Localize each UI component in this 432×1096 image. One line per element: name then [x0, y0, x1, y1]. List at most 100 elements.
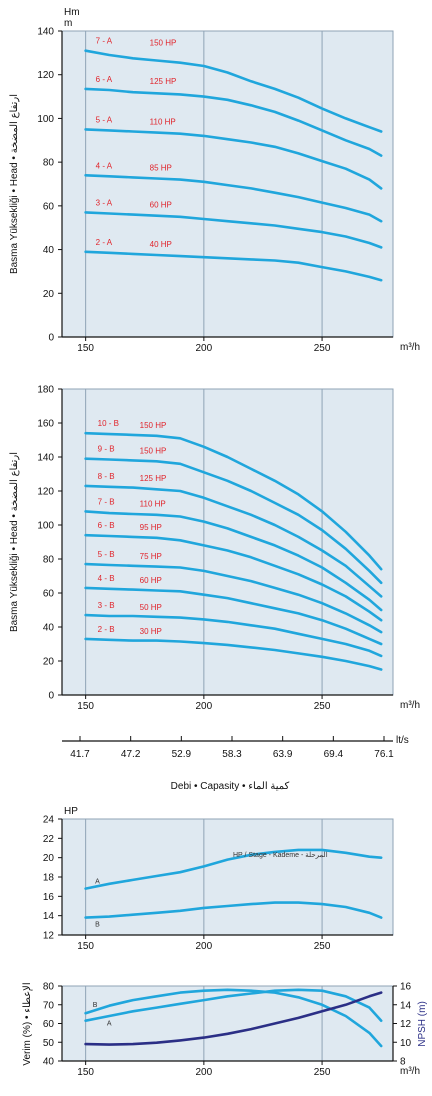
y2-axis-title: NPSH (m): [417, 1001, 428, 1047]
series-line: [84, 613, 383, 658]
y-tick-label: 20: [43, 657, 55, 668]
flow-tick-label: 52.9: [172, 749, 192, 760]
x-tick-label: 250: [314, 1067, 331, 1078]
y-axis-unit: Hm: [64, 7, 80, 18]
series-line: [84, 250, 383, 282]
y-tick-label: 24: [43, 815, 55, 826]
x-tick-label: 200: [196, 1067, 213, 1078]
head-chart-b: 0 20 40 60 80 100 120 140 160 180 150 200 250 m³/h 10 …: [9, 385, 420, 713]
y-tick-label: 100: [37, 521, 54, 532]
head-chart-a: 0 20 40 60 80 100 120 140 150 200 250 m³/h 7 - A 150 …: [9, 7, 420, 354]
y-tick-label: 140: [37, 27, 54, 38]
y-tick-label: 22: [43, 834, 55, 845]
series-line: [84, 510, 383, 612]
series-label: A: [107, 1021, 112, 1028]
y-tick-label: 60: [43, 589, 55, 600]
flow-lts-axis: 41.7 47.2 52.9 58.3 63.9 69.4 76.1lt/s: [62, 735, 409, 760]
x-tick-label: 200: [196, 701, 213, 712]
series-line: [84, 988, 383, 1048]
series-label: 4 - A: [96, 161, 113, 170]
series-label: 6 - A: [96, 75, 113, 84]
x-tick-label: 150: [77, 1067, 94, 1078]
series-hp-label: 50 HP: [140, 603, 162, 612]
y-tick-label: 120: [37, 487, 54, 498]
y-tick-label: 160: [37, 419, 54, 430]
series-hp-label: 60 HP: [140, 576, 162, 585]
x-axis-unit: m³/h: [400, 342, 420, 353]
series-line: [84, 211, 383, 249]
series-hp-label: 125 HP: [140, 474, 167, 483]
series-line: [84, 901, 383, 919]
series-label: A: [95, 879, 100, 886]
series-line: [84, 87, 383, 157]
series-label: 6 - B: [98, 521, 115, 530]
y-tick-label: 50: [43, 1038, 55, 1049]
y-tick-label: 80: [43, 555, 55, 566]
series-label: 9 - B: [98, 445, 115, 454]
y2-tick-label: 10: [400, 1038, 412, 1049]
y2-tick-label: 14: [400, 1000, 412, 1011]
series-line: [84, 848, 383, 890]
flow-tick-label: 69.4: [324, 749, 344, 760]
series-label: B: [93, 1002, 98, 1009]
flow-axis-unit: lt/s: [396, 735, 409, 746]
series-label: 4 - B: [98, 574, 115, 583]
series-line: [84, 457, 383, 585]
y-tick-label: 40: [43, 1057, 55, 1068]
y-tick-label: 140: [37, 453, 54, 464]
series-line: [84, 49, 383, 133]
series-label: 7 - B: [98, 497, 115, 506]
x-axis-unit: m³/h: [400, 1066, 420, 1077]
x-tick-label: 200: [196, 941, 213, 952]
plot-area: [61, 985, 394, 1062]
series-label: 3 - A: [96, 198, 113, 207]
y-tick-label: 60: [43, 1019, 55, 1030]
y-tick-label: 180: [37, 385, 54, 396]
series-label: 2 - A: [96, 238, 113, 247]
series-hp-label: 125 HP: [150, 77, 177, 86]
x-tick-label: 150: [77, 343, 94, 354]
y-tick-label: 18: [43, 873, 55, 884]
series-line: [84, 128, 383, 190]
x-tick-label: 250: [314, 941, 331, 952]
y2-tick-label: 12: [400, 1019, 412, 1030]
y-tick-label: 16: [43, 892, 55, 903]
series-line: [84, 988, 383, 1023]
flow-axis-title: Debi • Capasity • كمية الماء: [171, 781, 290, 792]
y-tick-label: 80: [43, 982, 55, 993]
y-tick-label: 40: [43, 245, 55, 256]
y2-tick-label: 8: [400, 1057, 406, 1068]
series-label: 5 - A: [96, 115, 113, 124]
y-tick-label: 0: [48, 333, 54, 344]
efficiency-npsh-chart: 40 50 60 70 80 150 200 250 m³/h Verim (%) • الإعط…: [22, 982, 428, 1079]
x-axis-unit: m³/h: [400, 700, 420, 711]
series-hp-label: 85 HP: [150, 163, 172, 172]
series-hp-label: 110 HP: [150, 117, 176, 126]
series-hp-label: 110 HP: [140, 499, 166, 508]
y-tick-label: 20: [43, 853, 55, 864]
series-label: 5 - B: [98, 550, 115, 559]
series-hp-label: 75 HP: [140, 552, 162, 561]
series-line: [84, 174, 383, 223]
series-line: [84, 562, 383, 634]
series-hp-label: 150 HP: [140, 447, 167, 456]
y-axis-title: Basma Yüksekliği • Head • ارتفاع المضخة: [9, 452, 20, 632]
series-label: 2 - B: [98, 625, 115, 634]
y-tick-label: 20: [43, 289, 55, 300]
x-tick-label: 250: [314, 343, 331, 354]
x-tick-label: 150: [77, 941, 94, 952]
y-tick-label: 80: [43, 158, 55, 169]
series-hp-label: 40 HP: [150, 240, 172, 249]
power-chart: 12 14 16 18 20 22 24 150 200 250 HP HP / Stage - Ka…: [43, 806, 394, 952]
y-tick-label: 12: [43, 931, 55, 942]
y-axis-unit-m: m: [64, 18, 72, 29]
y-tick-label: 40: [43, 623, 55, 634]
y-tick-label: 100: [37, 114, 54, 125]
flow-tick-label: 63.9: [273, 749, 293, 760]
series-label: 7 - A: [96, 37, 113, 46]
y-tick-label: 0: [48, 691, 54, 702]
y-axis-unit: HP: [64, 806, 78, 817]
series-line: [84, 586, 383, 646]
series-line: [84, 431, 383, 571]
